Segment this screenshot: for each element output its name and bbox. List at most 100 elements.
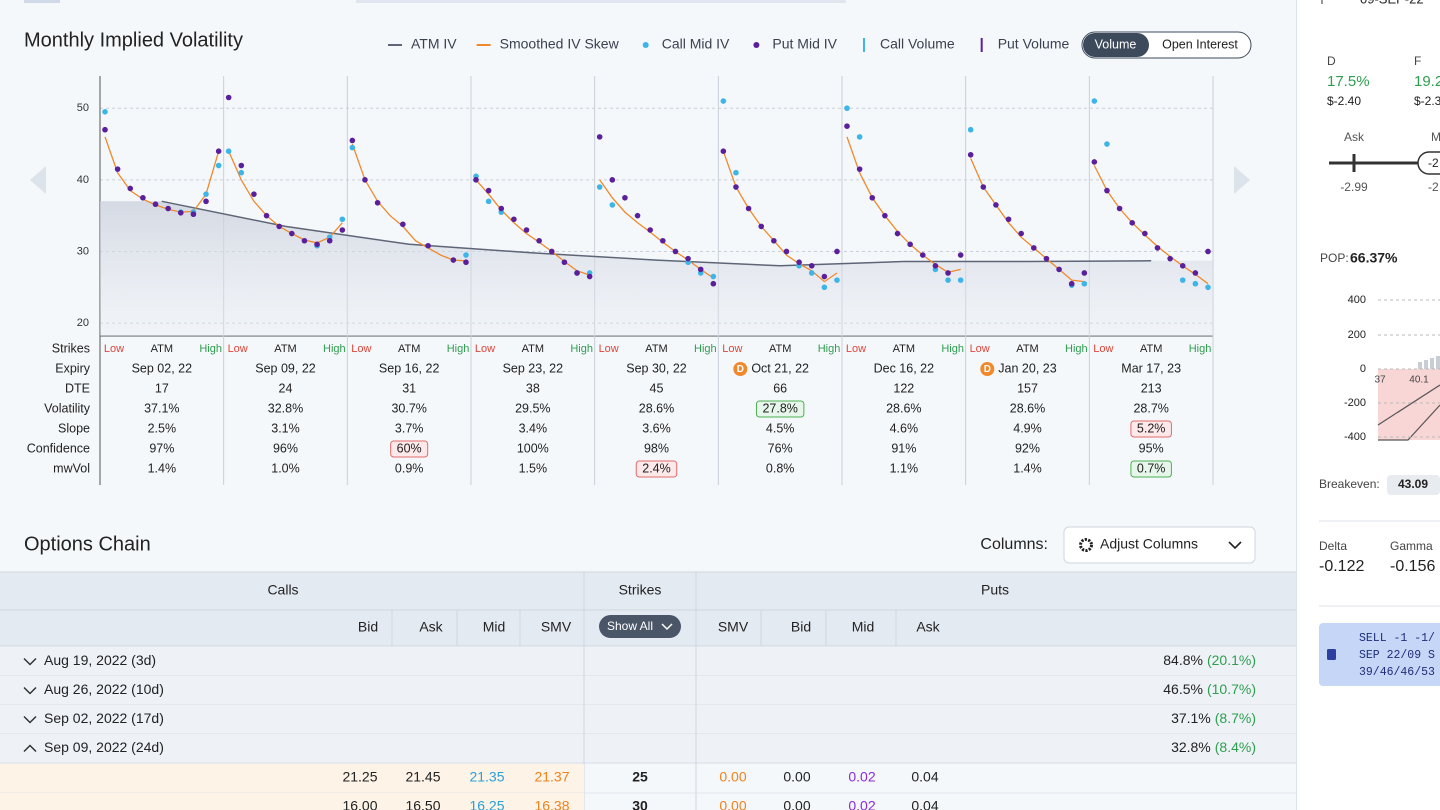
put-iv-point	[362, 177, 368, 183]
slider-value: -2	[1428, 156, 1439, 170]
call-iv-point	[225, 148, 232, 155]
table-value: 28.6%	[639, 401, 674, 415]
legend-item[interactable]: Call Volume	[862, 36, 955, 52]
put-iv-point	[349, 137, 356, 144]
adjust-columns-button[interactable]: Adjust Columns	[1063, 526, 1256, 564]
toggle-option[interactable]: Volume	[1095, 37, 1137, 51]
put-iv-point	[114, 166, 121, 172]
table-value: 0.7%	[1137, 461, 1166, 475]
expiry-label[interactable]: Sep 09, 2022 (24d)	[44, 739, 164, 755]
put-iv-point	[1031, 245, 1037, 251]
legend-swatch	[753, 42, 760, 48]
pnl-line	[1377, 384, 1440, 426]
dividend-badge	[733, 362, 748, 376]
button-label[interactable]: Adjust Columns	[1100, 536, 1198, 552]
expiry-label: Sep 09, 22	[255, 361, 316, 375]
toggle-active	[1083, 33, 1149, 57]
slider-handle[interactable]	[1417, 151, 1440, 175]
tab-strip	[356, 0, 846, 3]
pnl-strike: 40.1	[1409, 375, 1429, 386]
oi-bar	[1418, 362, 1422, 369]
iv-change: (8.7%)	[1215, 710, 1256, 726]
put-iv-point	[869, 194, 876, 201]
put-iv-point	[263, 212, 270, 219]
put-iv-point	[523, 227, 530, 233]
expiry-row-bg	[0, 734, 1296, 763]
call-iv-point	[710, 273, 717, 280]
put-iv-point	[907, 241, 913, 248]
legend-item[interactable]: Smoothed IV Skew	[476, 36, 620, 52]
call-iv-point	[1205, 284, 1211, 291]
gear-icon	[1079, 538, 1093, 552]
expiry-iv: 32.8%	[1171, 739, 1211, 755]
strike-label: Low	[970, 343, 990, 355]
row-label: Strikes	[52, 341, 90, 355]
expiry-label[interactable]: Sep 02, 2022 (17d)	[44, 710, 164, 726]
put-iv-point	[932, 263, 939, 269]
pill-label[interactable]: Show All	[607, 619, 653, 633]
next-arrow[interactable]	[1234, 166, 1250, 194]
legend-item[interactable]: Put Mid IV	[753, 36, 838, 52]
group-header: Puts	[981, 582, 1009, 598]
toggle-option[interactable]: Open Interest	[1162, 37, 1238, 51]
pnl-tick-label: 400	[1348, 294, 1366, 306]
put-iv-point	[102, 126, 108, 133]
col-header: Ask	[916, 619, 940, 635]
put-iv-point	[697, 266, 704, 273]
expiry-label: Sep 02, 22	[132, 361, 193, 375]
strike-label: ATM	[1016, 343, 1038, 355]
legend-item[interactable]: Put Volume	[980, 36, 1070, 52]
put-iv-point	[783, 248, 790, 255]
table-value: 122	[893, 381, 914, 395]
put-iv-point	[251, 191, 257, 197]
strike-label: ATM	[151, 343, 173, 355]
table-value: 76%	[768, 441, 793, 455]
put-value: 0.00	[783, 769, 810, 785]
strike-label: ATM	[274, 343, 296, 355]
breakeven-pill	[1387, 475, 1440, 495]
put-iv-point	[1154, 245, 1161, 251]
expiry-label: Sep 23, 22	[503, 361, 564, 375]
put-iv-point	[634, 212, 641, 219]
call-iv-point	[1192, 280, 1199, 287]
expiry-row[interactable]: Aug 26, 2022 (10d) (10.7%)46.5%	[0, 676, 1296, 706]
expiry-iv: 46.5%	[1163, 681, 1203, 697]
put-iv-point	[152, 201, 159, 208]
pill	[599, 615, 681, 638]
expiry-label[interactable]: Aug 26, 2022 (10d)	[44, 681, 164, 697]
expiry-label[interactable]: Aug 19, 2022 (3d)	[44, 652, 156, 668]
legend-item[interactable]: ATM IV	[388, 36, 457, 52]
put-iv-point	[720, 148, 727, 155]
section-title: Options Chain	[24, 533, 151, 555]
greek-label: Gamma	[1390, 539, 1433, 553]
legend-label: Call Volume	[880, 36, 955, 52]
put-iv-point	[796, 259, 802, 266]
pnl-tick-label: -400	[1344, 431, 1366, 443]
prev-arrow[interactable]	[30, 166, 46, 194]
put-iv-point	[647, 227, 653, 233]
skew-line	[846, 136, 961, 273]
expiry-row[interactable]: Sep 02, 2022 (17d) (8.7%)37.1%	[0, 705, 1296, 735]
put-iv-point	[450, 257, 457, 263]
table-value: 95%	[1139, 441, 1164, 455]
col-header: Mid	[483, 619, 506, 635]
show-all-button[interactable]: Show All	[599, 615, 681, 638]
table-value: 1.4%	[1013, 461, 1042, 475]
expiry-row[interactable]: Aug 19, 2022 (3d) (20.1%)84.8%	[0, 647, 1296, 677]
legend-item[interactable]: Call Mid IV	[642, 36, 730, 52]
group-header: Strikes	[619, 582, 662, 598]
put-iv-point	[586, 273, 593, 280]
put-iv-point	[574, 270, 580, 276]
skew-line	[970, 158, 1085, 283]
table-value: 27.8%	[762, 401, 797, 415]
expiry-row[interactable]: Sep 09, 2022 (24d) (8.4%)32.8%	[0, 734, 1296, 764]
row-label: mwVol	[53, 461, 90, 475]
copy-icon[interactable]	[1327, 649, 1336, 660]
oi-bar	[1436, 356, 1440, 369]
strike-label: High	[1065, 343, 1088, 355]
legend-label: Smoothed IV Skew	[500, 36, 620, 52]
put-iv-point	[1205, 248, 1211, 255]
order-box[interactable]	[1319, 623, 1440, 686]
volume-toggle[interactable]: Volume Open Interest	[1081, 31, 1252, 59]
